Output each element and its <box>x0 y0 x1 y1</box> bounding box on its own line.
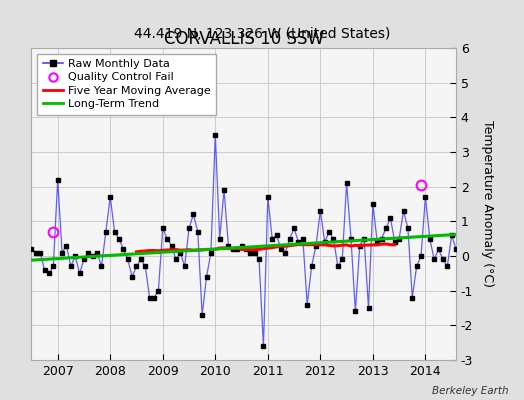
Text: 44.419 N, 123.326 W (United States): 44.419 N, 123.326 W (United States) <box>134 27 390 41</box>
Legend: Raw Monthly Data, Quality Control Fail, Five Year Moving Average, Long-Term Tren: Raw Monthly Data, Quality Control Fail, … <box>37 54 216 115</box>
Y-axis label: Temperature Anomaly (°C): Temperature Anomaly (°C) <box>481 120 494 288</box>
Text: Berkeley Earth: Berkeley Earth <box>432 386 508 396</box>
Title: CORVALLIS 10 SSW: CORVALLIS 10 SSW <box>163 30 324 48</box>
